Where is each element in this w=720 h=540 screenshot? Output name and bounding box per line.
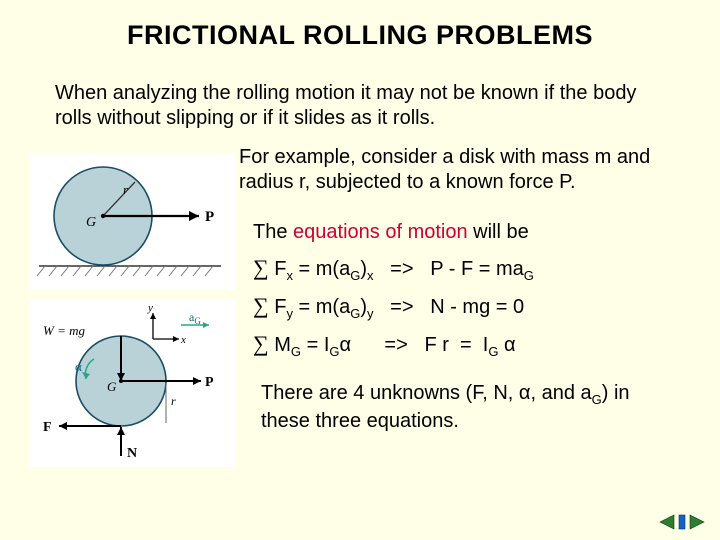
figure-column: r G P G x y: [0, 145, 235, 477]
nav-controls: [658, 514, 706, 530]
p-label: P: [205, 209, 214, 225]
next-icon[interactable]: [688, 514, 706, 530]
x-axis-label: x: [180, 334, 186, 346]
content-row: r G P G x y: [0, 131, 720, 477]
eq-fy: ∑ Fy = m(aG)y => N - mg = 0: [253, 287, 690, 325]
g-label: G: [86, 215, 96, 230]
equations-heading: The equations of motion will be: [253, 215, 690, 249]
unknowns-text: There are 4 unknowns (F, N, α, and aG) i…: [235, 363, 690, 433]
ag-label: aG: [189, 310, 201, 326]
eq-mg: ∑ MG = IGα => F r = IG α: [253, 325, 690, 363]
example-text: For example, consider a disk with mass m…: [235, 145, 690, 195]
f-label: F: [43, 420, 52, 435]
n-label: N: [127, 446, 137, 461]
right-column: For example, consider a disk with mass m…: [235, 145, 720, 477]
disk-diagram-icon: r G P: [31, 154, 226, 284]
prev-icon[interactable]: [658, 514, 676, 530]
eq-fx: ∑ Fx = m(aG)x => P - F = maG: [253, 249, 690, 287]
r-label2: r: [171, 394, 176, 408]
p-label2: P: [205, 375, 214, 390]
red-phrase: equations of motion: [293, 221, 468, 243]
alpha-label: α: [75, 359, 82, 374]
y-axis-label: y: [147, 302, 153, 314]
stop-icon[interactable]: [678, 514, 686, 530]
w-label: W = mg: [43, 323, 85, 338]
figure-disk-on-ground: r G P: [30, 153, 235, 290]
page-title: FRICTIONAL ROLLING PROBLEMS: [0, 0, 720, 51]
fbd-diagram-icon: G x y aG α W = mg: [31, 301, 226, 461]
equations-block: The equations of motion will be ∑ Fx = m…: [235, 195, 690, 363]
g-label2: G: [107, 379, 117, 394]
intro-text: When analyzing the rolling motion it may…: [0, 51, 720, 131]
figure-free-body: G x y aG α W = mg: [30, 300, 235, 467]
